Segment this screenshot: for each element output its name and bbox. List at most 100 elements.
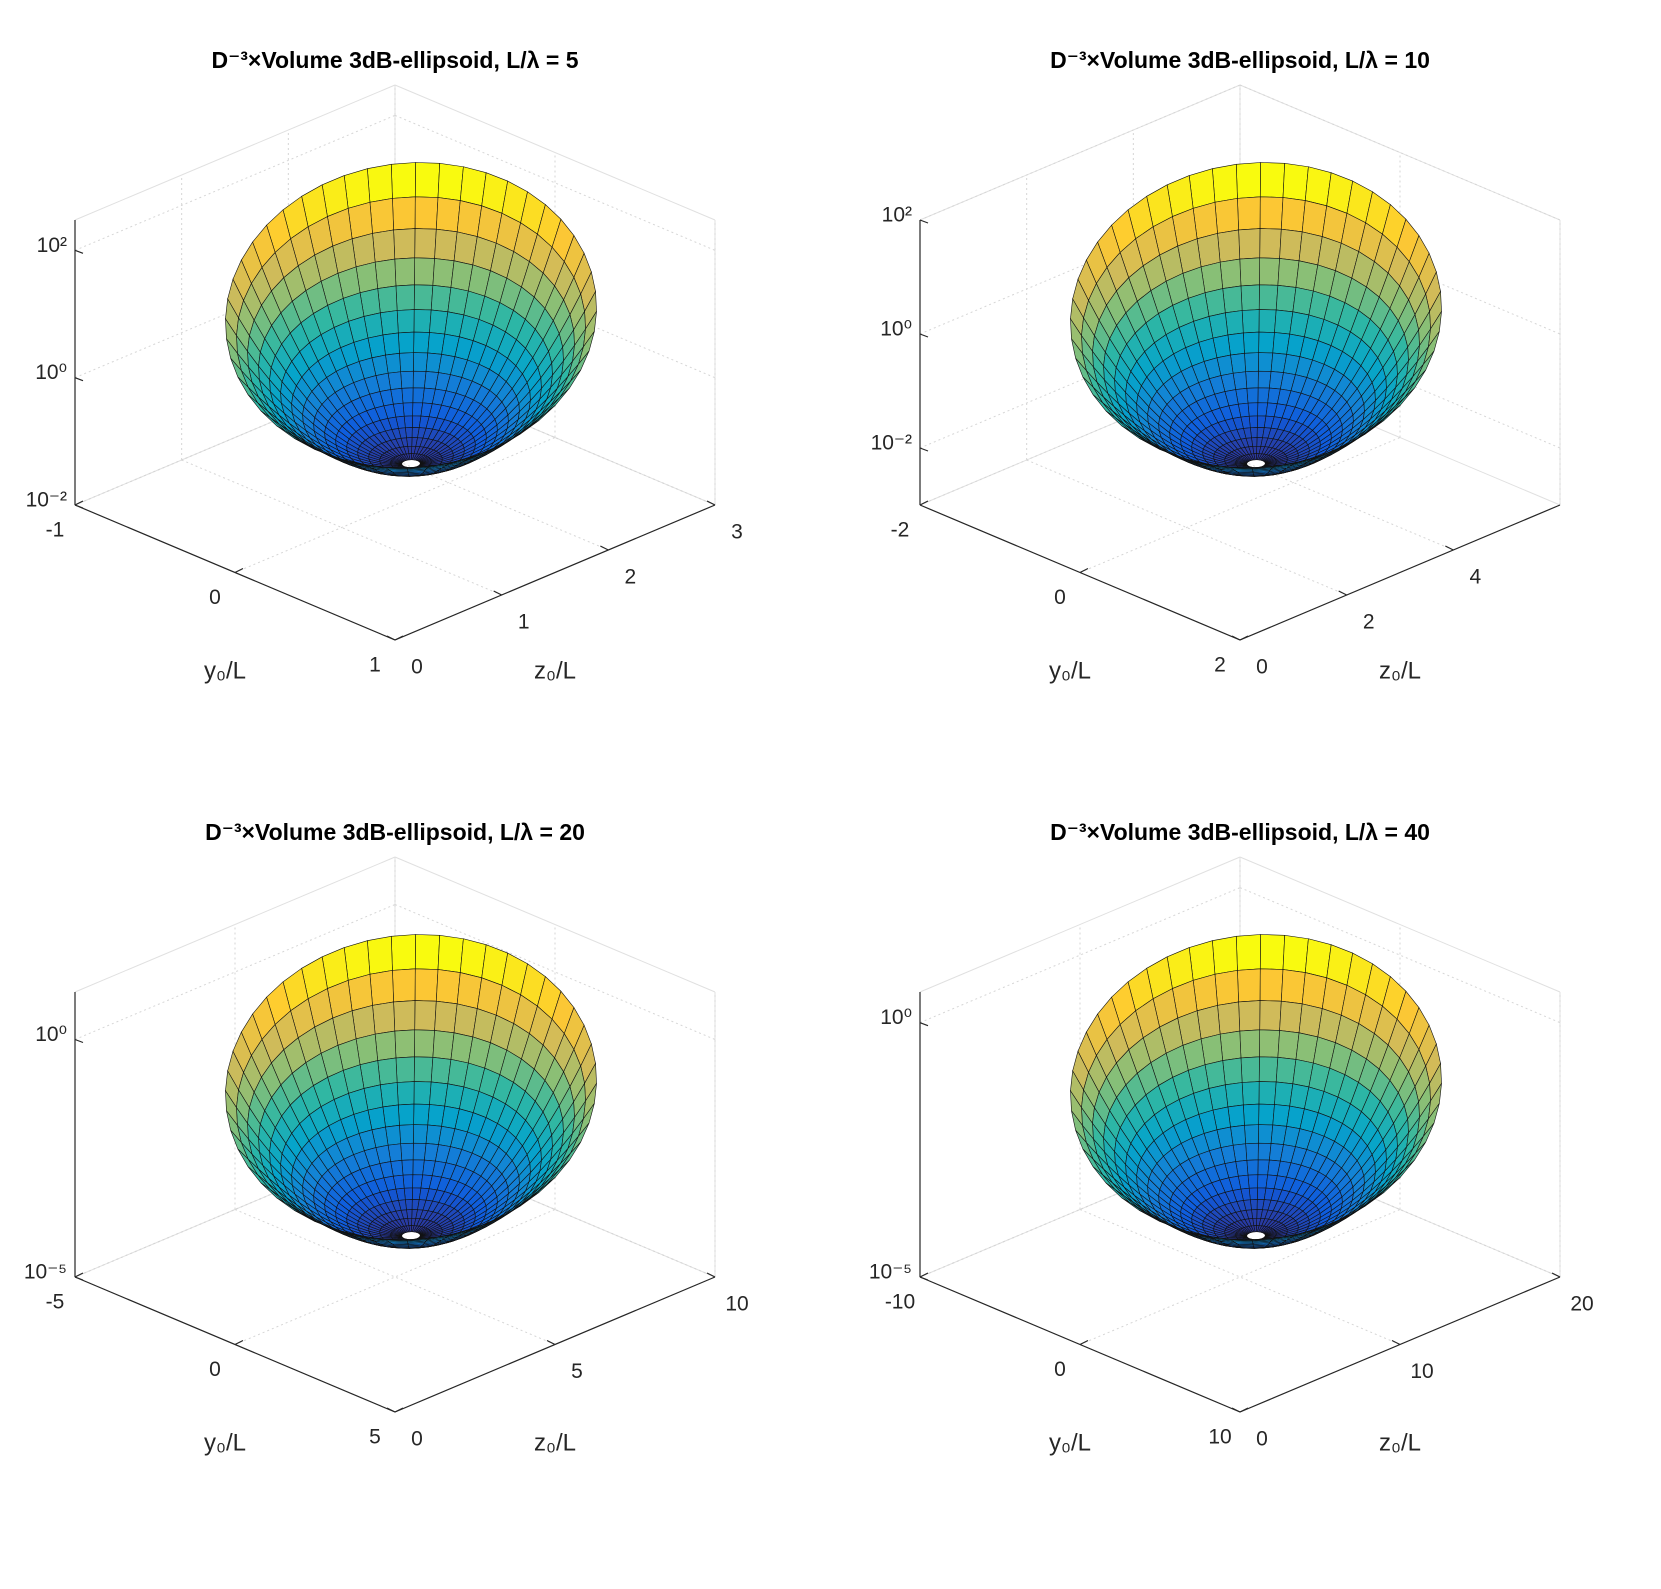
y-tick-label: 5 bbox=[571, 1360, 583, 1383]
surface-patch bbox=[1245, 370, 1259, 389]
surface-patch bbox=[372, 1001, 396, 1035]
surface-patch bbox=[1258, 1103, 1275, 1126]
tick-mark bbox=[74, 1276, 84, 1281]
y-tick-label: 20 bbox=[1570, 1293, 1593, 1316]
surface-patch bbox=[1239, 1029, 1261, 1059]
chart-title: D⁻³×Volume 3dB-ellipsoid, L/λ = 5 bbox=[211, 47, 578, 73]
y-axis-label: z₀/L bbox=[1379, 1429, 1421, 1456]
surface-patch bbox=[1258, 1124, 1274, 1144]
surface-patch bbox=[347, 973, 373, 1012]
box-edge bbox=[394, 856, 716, 993]
x-tick-label: 0 bbox=[209, 586, 221, 609]
x-tick-label: 0 bbox=[1054, 586, 1066, 609]
surface-patch bbox=[1275, 1056, 1297, 1085]
tick-mark bbox=[386, 635, 396, 641]
tick-mark bbox=[706, 500, 716, 506]
surface-patch bbox=[1244, 1124, 1259, 1145]
y-axis bbox=[394, 504, 716, 641]
surface-patch bbox=[413, 1124, 429, 1144]
surface-patch bbox=[413, 352, 429, 372]
surface-patch bbox=[1259, 257, 1280, 286]
x-tick-label: -1 bbox=[46, 519, 65, 542]
z-tick-label: 10⁰ bbox=[880, 318, 912, 341]
y-tick-label: 4 bbox=[1469, 566, 1481, 589]
surface-patch bbox=[402, 402, 414, 417]
y-tick-label: 0 bbox=[1256, 1428, 1268, 1451]
surface-patch bbox=[414, 162, 441, 198]
surface-patch bbox=[343, 940, 371, 981]
surface-patch bbox=[390, 162, 416, 199]
x-axis-label: y₀/L bbox=[1049, 657, 1091, 684]
surface-patch bbox=[397, 331, 415, 354]
surface-patch bbox=[392, 968, 416, 1003]
surface-patch bbox=[1282, 162, 1309, 201]
surface-patch bbox=[414, 968, 439, 1002]
surface-patch bbox=[396, 1081, 415, 1106]
surface-patch bbox=[1257, 370, 1272, 389]
surface-patch bbox=[1214, 198, 1239, 234]
surface-patch bbox=[393, 1000, 416, 1032]
y-tick-label: 2 bbox=[624, 566, 636, 589]
surface-patch bbox=[413, 1056, 434, 1083]
z-tick-label: 10⁰ bbox=[35, 361, 67, 384]
surface-patch bbox=[1222, 1057, 1243, 1086]
surface bbox=[1070, 934, 1442, 1249]
tick-mark bbox=[74, 377, 84, 382]
y-tick-label: 2 bbox=[1363, 611, 1375, 634]
panel: -2 0 2 0 2 4 10⁻² 10⁰ 10² y₀/L z₀/L D⁻³×Volume 3dB-… bbox=[871, 47, 1561, 684]
surface-patch bbox=[1235, 934, 1261, 971]
x-tick-label: 0 bbox=[1054, 1358, 1066, 1381]
box-edge bbox=[919, 856, 1241, 993]
surface-patch bbox=[414, 934, 441, 970]
x-axis-label: y₀/L bbox=[204, 657, 246, 684]
surface-patch bbox=[1258, 1081, 1277, 1105]
surface-patch bbox=[1258, 284, 1279, 311]
y-axis bbox=[1239, 504, 1561, 641]
y-tick-label: 0 bbox=[411, 656, 423, 679]
surface-patch bbox=[413, 331, 430, 354]
y-tick-label: 10 bbox=[725, 1293, 748, 1316]
surface-patch bbox=[377, 1057, 398, 1086]
surface-patch bbox=[343, 168, 371, 209]
surface-patch bbox=[1192, 973, 1218, 1012]
tick-mark bbox=[600, 545, 609, 551]
surface-patch bbox=[1224, 1082, 1244, 1108]
box-edge bbox=[74, 84, 396, 221]
surface-patch bbox=[395, 284, 415, 311]
surface-patch bbox=[1240, 284, 1260, 311]
surface-patch bbox=[390, 934, 416, 971]
surface-patch bbox=[414, 228, 437, 259]
surface-patch bbox=[1188, 168, 1216, 209]
surface-patch bbox=[1247, 1174, 1259, 1189]
y-tick-label: 3 bbox=[731, 521, 743, 544]
box-edge bbox=[394, 84, 716, 221]
surface-patch bbox=[413, 1081, 432, 1105]
surface-patch bbox=[1212, 935, 1238, 975]
panel: -10 0 10 0 10 20 10⁻⁵ 10⁰ y₀/L z₀/L D⁻³×Volume 3dB… bbox=[869, 819, 1594, 1456]
surface-patch bbox=[1247, 402, 1259, 417]
surface-patch bbox=[399, 352, 414, 373]
surface-patch bbox=[413, 284, 434, 311]
z-tick-label: 10⁻⁵ bbox=[24, 1261, 67, 1284]
x-tick-label: -2 bbox=[891, 519, 910, 542]
surface-patch bbox=[1259, 1029, 1280, 1058]
surface-patch bbox=[1240, 1056, 1260, 1083]
tick-mark bbox=[493, 590, 502, 596]
surface-patch bbox=[435, 197, 461, 233]
x-tick-label: 0 bbox=[209, 1358, 221, 1381]
surface-patch bbox=[1282, 934, 1309, 973]
tick-mark bbox=[1079, 567, 1089, 574]
surface-patch bbox=[1277, 1030, 1300, 1060]
surface-patch bbox=[1224, 310, 1244, 336]
surface-patch bbox=[434, 228, 458, 262]
tick-mark bbox=[74, 1038, 84, 1044]
tick-mark bbox=[919, 333, 929, 338]
box-edge bbox=[919, 84, 1241, 221]
surface-patch bbox=[1242, 1103, 1260, 1126]
surface-patch bbox=[434, 1000, 458, 1034]
x-tick-label: 1 bbox=[369, 654, 381, 677]
surface-patch bbox=[1241, 309, 1260, 334]
surface-patch bbox=[414, 196, 439, 230]
x-axis-label: y₀/L bbox=[1049, 1429, 1091, 1456]
surface-patch bbox=[1279, 228, 1303, 262]
